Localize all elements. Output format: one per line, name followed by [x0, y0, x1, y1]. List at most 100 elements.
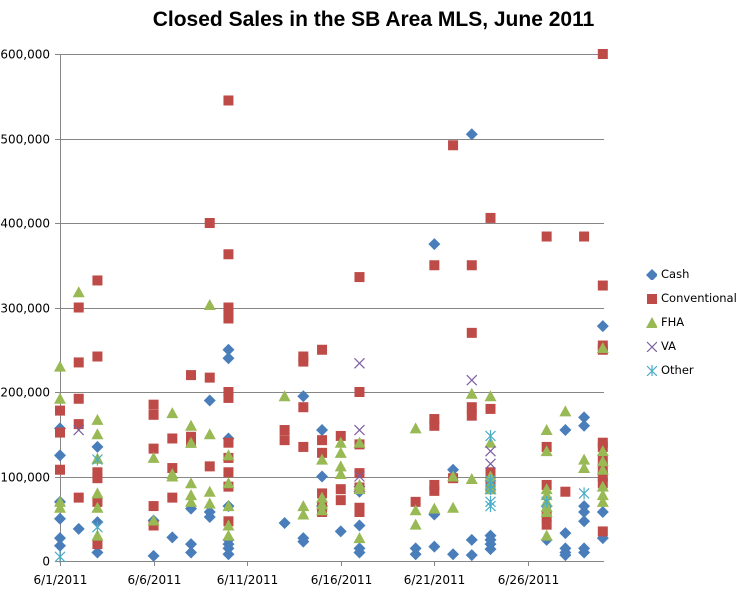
asterisk-marker-icon: [646, 365, 657, 376]
data-point-conventional: [429, 420, 440, 431]
data-point-fha: [334, 460, 347, 472]
x-marker-icon: [646, 341, 657, 352]
y-tick-label: 200,000: [0, 386, 50, 400]
data-point-fha: [353, 436, 366, 448]
data-point-conventional: [354, 387, 365, 397]
data-point-fha: [316, 491, 329, 503]
data-point-conventional: [73, 419, 84, 430]
data-point-conventional: [55, 427, 65, 438]
data-point-fha: [334, 467, 347, 479]
legend-label: Conventional: [661, 291, 737, 305]
data-point-conventional: [167, 492, 178, 503]
data-point-fha: [484, 436, 497, 448]
x-tick-label: 6/26/2011: [498, 573, 560, 587]
data-point-cash: [447, 463, 460, 476]
data-point-fha: [185, 419, 198, 431]
data-point-conventional: [560, 486, 571, 497]
data-point-conventional: [298, 441, 309, 452]
x-tick-label: 6/11/2011: [217, 573, 279, 587]
data-point-fha: [428, 502, 441, 514]
data-point-fha: [540, 483, 553, 495]
data-point-cash: [316, 424, 329, 437]
data-point-conventional: [73, 492, 84, 503]
data-point-conventional: [429, 485, 440, 496]
data-point-conventional: [335, 495, 346, 506]
legend-label: FHA: [661, 315, 685, 329]
data-point-conventional: [148, 409, 159, 420]
legend-label: Other: [661, 363, 694, 377]
data-point-fha: [540, 505, 553, 517]
data-point-cash: [596, 320, 609, 333]
data-point-cash: [559, 424, 572, 437]
data-point-cash: [147, 549, 160, 562]
data-point-conventional: [223, 392, 234, 403]
legend-label: Cash: [661, 267, 690, 281]
series-cash: [54, 128, 609, 562]
data-point-other: [578, 487, 590, 500]
data-point-cash: [278, 516, 291, 529]
legend-marker-other: [646, 365, 657, 376]
data-point-fha: [596, 445, 609, 457]
data-point-conventional: [335, 430, 346, 441]
data-point-cash: [409, 548, 422, 561]
legend-item-other: Other: [645, 358, 745, 382]
data-point-cash: [203, 511, 216, 524]
data-point-fha: [316, 453, 329, 465]
data-point-conventional: [92, 467, 103, 478]
legend: Cash Conventional FHA VA Other: [645, 262, 745, 382]
x-axis-tick-labels: 6/1/2011 6/6/2011 6/11/2011 6/16/2011 6/21/2…: [34, 573, 560, 587]
data-point-cash: [54, 539, 66, 552]
data-point-conventional: [298, 356, 309, 367]
series-va: [73, 357, 496, 482]
data-point-conventional: [597, 471, 608, 482]
data-point-fha: [409, 518, 422, 530]
data-point-cash: [428, 540, 441, 553]
data-point-cash: [465, 533, 478, 546]
data-point-conventional: [466, 260, 477, 271]
data-point-conventional: [448, 140, 459, 151]
data-point-conventional: [186, 370, 197, 381]
y-tick-label: 600,000: [0, 48, 50, 62]
data-point-conventional: [429, 479, 440, 490]
data-point-fha: [297, 508, 310, 520]
data-point-cash: [559, 527, 572, 540]
data-point-conventional: [485, 403, 496, 414]
data-point-cash: [222, 548, 235, 561]
y-tick-label: 500,000: [0, 133, 50, 147]
data-point-cash: [72, 522, 85, 535]
data-point-conventional: [223, 95, 234, 106]
data-point-other: [485, 483, 496, 496]
data-point-fha: [596, 455, 609, 467]
data-point-other: [92, 453, 103, 466]
data-point-cash: [203, 394, 216, 407]
data-point-cash: [465, 128, 478, 141]
data-point-fha: [578, 462, 591, 474]
data-point-conventional: [541, 231, 552, 242]
data-point-fha: [185, 477, 198, 489]
data-point-conventional: [354, 506, 365, 517]
data-point-cash: [596, 505, 609, 518]
data-point-fha: [465, 473, 478, 485]
series-fha: [54, 286, 609, 544]
data-point-fha: [353, 483, 366, 495]
data-point-fha: [465, 387, 478, 399]
data-point-conventional: [317, 447, 328, 458]
data-point-fha: [91, 487, 104, 499]
data-point-fha: [91, 501, 104, 513]
data-point-other: [92, 521, 103, 534]
x-tick-label: 6/21/2011: [404, 573, 466, 587]
data-point-conventional: [223, 387, 234, 397]
square-marker-icon: [647, 294, 657, 304]
data-point-fha: [540, 489, 553, 501]
y-tick-label: 100,000: [0, 471, 50, 485]
data-point-fha: [72, 286, 85, 298]
data-point-conventional: [148, 520, 159, 531]
data-point-fha: [147, 451, 160, 463]
data-point-fha: [316, 498, 329, 510]
data-point-conventional: [223, 249, 234, 260]
data-point-fha: [203, 298, 216, 310]
data-point-conventional: [204, 461, 215, 472]
data-point-cash: [91, 546, 104, 559]
data-point-fha: [447, 470, 460, 482]
legend-label: VA: [661, 339, 676, 353]
